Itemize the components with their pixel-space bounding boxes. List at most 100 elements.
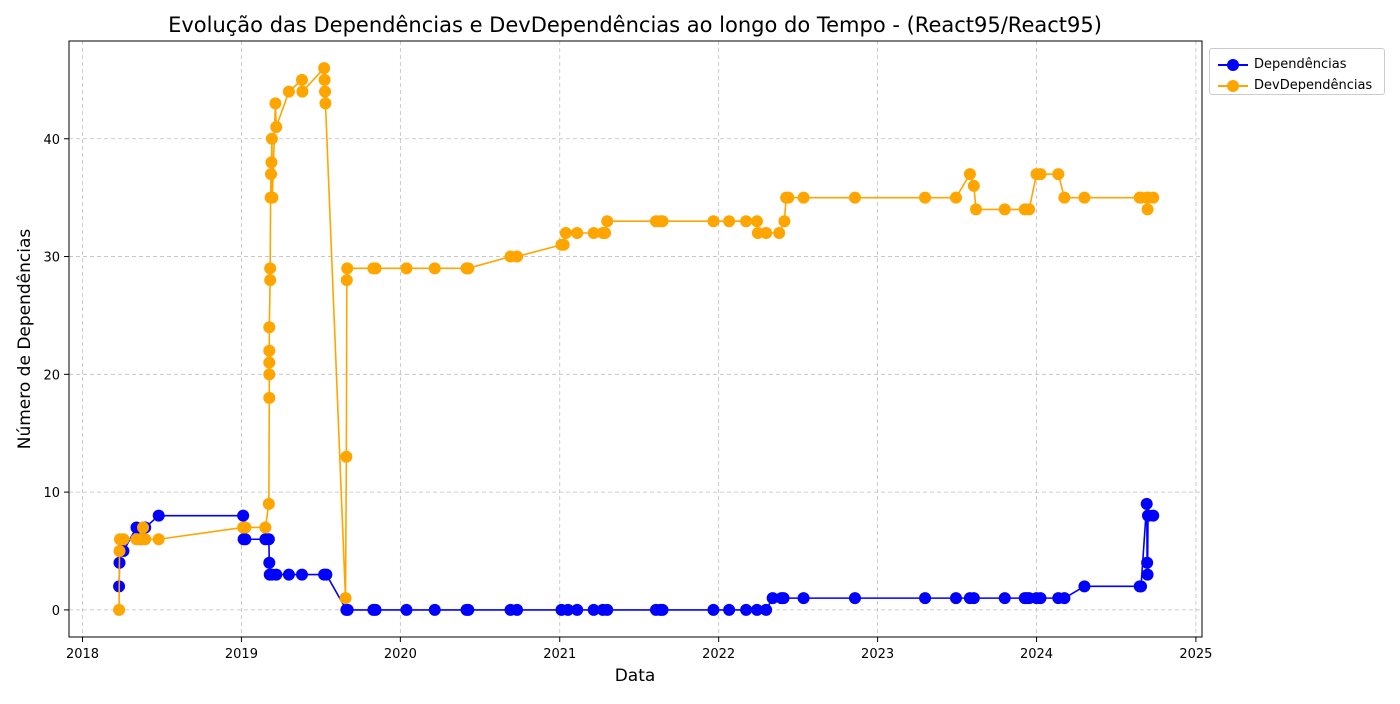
data-point (319, 97, 332, 110)
data-point (778, 215, 791, 228)
data-point (1078, 191, 1091, 204)
tick-layer: 2018 2019 2020 2021 2022 2023 2024 2025 0 10 20 30 4… (43, 133, 1212, 662)
x-tick-label: 2020 (384, 647, 417, 662)
data-point (511, 603, 524, 616)
data-point (462, 262, 475, 275)
data-point (949, 191, 962, 204)
data-point (740, 215, 753, 228)
data-point (239, 521, 252, 534)
data-point (777, 592, 790, 605)
data-point (263, 356, 276, 369)
data-point (750, 215, 763, 228)
plot-area-frame (68, 40, 1203, 638)
data-point (264, 274, 277, 287)
x-tick-label: 2019 (225, 647, 258, 662)
data-point (318, 62, 331, 75)
data-point (295, 73, 308, 86)
x-tick-label: 2018 (66, 647, 99, 662)
data-point (967, 179, 980, 192)
data-point (1078, 580, 1091, 593)
x-tick-label: 2024 (1020, 647, 1053, 662)
data-point (266, 191, 279, 204)
data-point (782, 191, 795, 204)
x-tick-label: 2021 (543, 647, 576, 662)
grid-layer (69, 41, 1202, 637)
series-layer (113, 62, 1160, 616)
data-point (723, 603, 736, 616)
data-point (967, 592, 980, 605)
data-point (295, 568, 308, 581)
data-point (270, 120, 283, 133)
series-devdependencias (113, 62, 1160, 616)
x-tick-label: 2025 (1179, 647, 1212, 662)
data-point (152, 533, 165, 546)
data-point (264, 262, 277, 275)
data-point (571, 603, 584, 616)
data-point (1135, 580, 1148, 593)
data-point (766, 592, 779, 605)
legend-item-dependencias: Dependências (1210, 55, 1384, 75)
legend-marker-devdependencias (1227, 80, 1239, 92)
data-point (1034, 592, 1047, 605)
data-point (339, 592, 352, 605)
data-point (1023, 203, 1036, 216)
data-point (270, 568, 283, 581)
legend-marker-dependencias (1227, 59, 1239, 71)
data-point (262, 497, 275, 510)
series-line (118, 67, 1154, 610)
data-point (296, 85, 309, 98)
data-point (601, 603, 614, 616)
data-point (919, 191, 932, 204)
data-point (1147, 191, 1160, 204)
data-point (723, 215, 736, 228)
data-point (263, 368, 276, 381)
data-point (797, 191, 810, 204)
data-point (265, 156, 278, 169)
data-point (263, 321, 276, 334)
data-point (282, 85, 295, 98)
data-point (137, 521, 150, 534)
data-point (319, 85, 332, 98)
data-point (1052, 168, 1065, 181)
series-line (118, 503, 1154, 611)
data-point (1058, 191, 1071, 204)
data-point (341, 603, 354, 616)
data-point (751, 226, 764, 239)
data-point (919, 592, 932, 605)
y-tick-label: 40 (43, 133, 60, 148)
data-point (428, 603, 441, 616)
y-tick-label: 30 (43, 251, 60, 266)
legend-label-devdependencias: DevDependências (1254, 78, 1373, 93)
data-point (262, 533, 275, 546)
data-point (571, 226, 584, 239)
data-point (656, 215, 669, 228)
y-axis-label: Número de Dependências (15, 229, 35, 450)
data-point (511, 250, 524, 263)
data-point (340, 274, 353, 287)
data-point (848, 191, 861, 204)
data-point (237, 509, 250, 522)
data-point (1141, 203, 1154, 216)
data-point (760, 603, 773, 616)
y-tick-label: 0 (52, 604, 60, 619)
data-point (1147, 509, 1160, 522)
data-point (750, 603, 763, 616)
data-point (740, 603, 753, 616)
data-point (265, 132, 278, 145)
data-point (773, 226, 786, 239)
data-point (400, 603, 413, 616)
data-point (428, 262, 441, 275)
data-point (239, 533, 252, 546)
data-point (587, 226, 600, 239)
data-point (282, 568, 295, 581)
data-point (1034, 168, 1047, 181)
data-point (1058, 592, 1071, 605)
data-point (707, 215, 720, 228)
data-point (587, 603, 600, 616)
legend-label-dependencias: Dependências (1254, 57, 1347, 72)
data-point (963, 168, 976, 181)
data-point (707, 603, 720, 616)
series-dependencias (113, 497, 1160, 616)
